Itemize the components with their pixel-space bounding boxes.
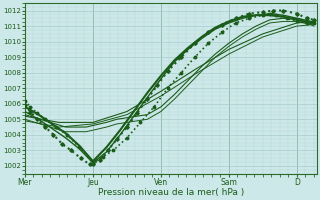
X-axis label: Pression niveau de la mer( hPa ): Pression niveau de la mer( hPa ) [98,188,244,197]
